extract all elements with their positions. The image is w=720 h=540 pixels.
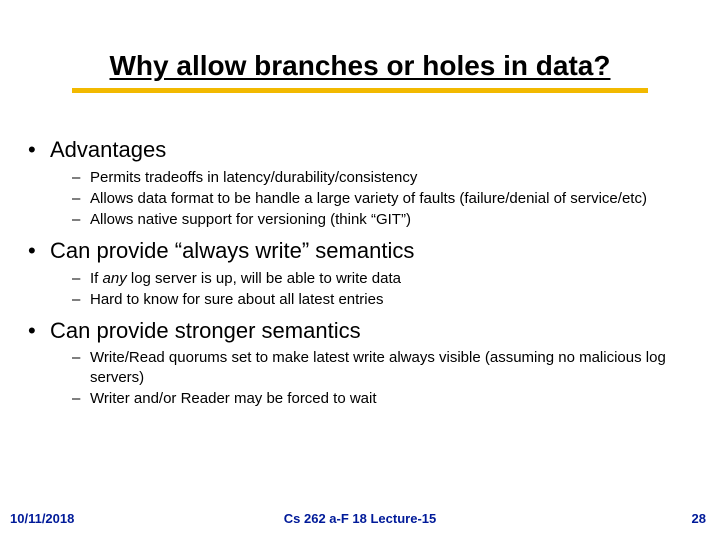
sub-faults: Allows data format to be handle a large … (28, 189, 692, 208)
slide-title: Why allow branches or holes in data? (110, 50, 611, 84)
title-block: Why allow branches or holes in data? (0, 50, 720, 93)
slide: Why allow branches or holes in data? Adv… (0, 0, 720, 540)
sub-tradeoffs: Permits tradeoffs in latency/durability/… (28, 168, 692, 187)
sub-any-server: If any log server is up, will be able to… (28, 269, 692, 288)
footer-page-number: 28 (692, 511, 706, 526)
sub-versioning: Allows native support for versioning (th… (28, 210, 692, 229)
text-em-any: any (103, 270, 127, 287)
body-content: Advantages Permits tradeoffs in latency/… (28, 128, 692, 410)
footer-lecture: Cs 262 a-F 18 Lecture-15 (0, 511, 720, 526)
sub-forced-wait: Writer and/or Reader may be forced to wa… (28, 389, 692, 408)
bullet-advantages: Advantages (28, 136, 692, 164)
bullet-stronger: Can provide stronger semantics (28, 317, 692, 345)
text-pre: If (90, 270, 103, 287)
sub-quorums: Write/Read quorums set to make latest wr… (28, 348, 692, 386)
bullet-always-write: Can provide “always write” semantics (28, 237, 692, 265)
title-underline (72, 88, 648, 93)
sub-hard-to-know: Hard to know for sure about all latest e… (28, 290, 692, 309)
text-post: log server is up, will be able to write … (127, 270, 401, 287)
